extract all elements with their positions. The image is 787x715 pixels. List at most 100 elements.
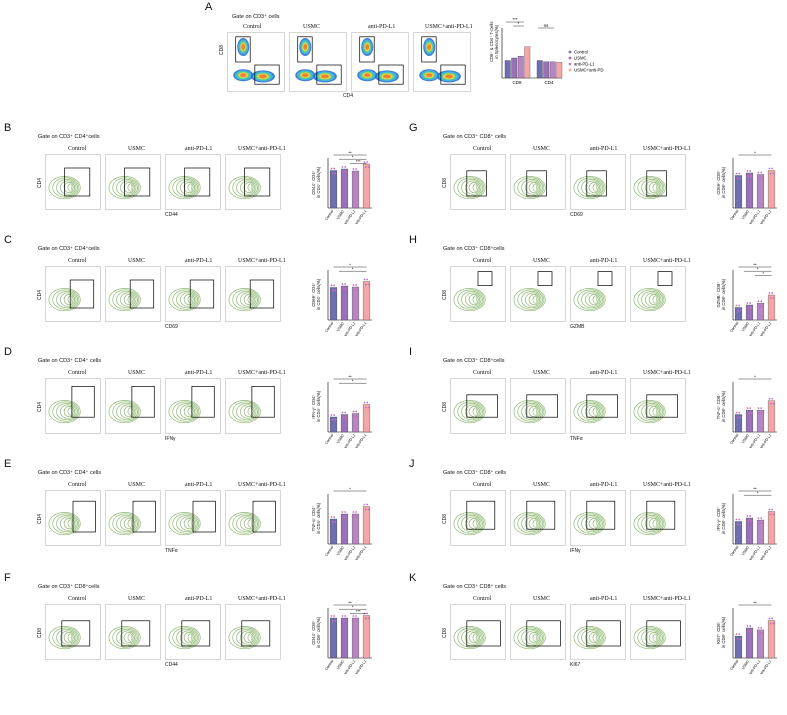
x-axis-label: CD69	[570, 212, 583, 218]
y-axis-label: CD8	[442, 177, 448, 188]
y-axis-label: CD4	[37, 401, 43, 412]
condition-label: USMC+anti-PD-L1	[238, 258, 286, 264]
data-point	[366, 503, 369, 506]
data-point	[345, 288, 348, 290]
data-point	[746, 407, 749, 410]
data-point	[768, 397, 771, 400]
tick-label: CD4	[544, 80, 553, 85]
panel-letter-j: J	[409, 458, 415, 470]
panel-letter-b: B	[4, 122, 12, 134]
condition-label: Control	[68, 370, 87, 376]
data-point	[341, 411, 344, 414]
x-axis-label: TNFα	[165, 548, 178, 554]
gate-label-g: Gate on CD3⁺ CD8⁺ cells	[443, 134, 506, 140]
data-point	[746, 515, 749, 517]
condition-label: USMC	[533, 482, 551, 488]
flow-plot-f	[165, 604, 221, 660]
data-point	[355, 410, 358, 413]
legend-label: USMC	[574, 56, 587, 61]
bar-anti-pd-l1	[351, 286, 360, 321]
bar	[511, 57, 518, 79]
panel-letter-f: F	[4, 572, 11, 584]
tick-label: USMC	[741, 545, 751, 556]
significance-label: *	[349, 262, 351, 267]
data-point	[353, 620, 356, 622]
bar-usmc	[340, 617, 349, 659]
data-point	[341, 283, 344, 285]
bar-y-axis-label: TNF-α⁺ CD4⁺ in CD4⁺ cells(%)	[311, 502, 321, 534]
data-point	[342, 416, 345, 419]
condition-label: anti-PD-L1	[590, 258, 618, 264]
condition-label: USMC+anti-PD-L1	[425, 24, 473, 30]
data-point	[758, 412, 761, 415]
data-point	[364, 617, 367, 620]
data-point	[366, 612, 369, 615]
flow-plot-c	[105, 266, 161, 322]
significance-label: *	[352, 267, 354, 272]
bar-usmc	[340, 168, 349, 209]
flow-plot-h	[510, 266, 566, 322]
data-point	[356, 516, 359, 518]
x-axis-label: IFNγ	[570, 548, 581, 554]
data-point	[769, 622, 772, 625]
bar-control	[734, 414, 743, 433]
data-point	[768, 617, 771, 620]
bar-anti-pd-l1	[351, 617, 360, 659]
data-point	[738, 518, 741, 521]
significance-label: **	[753, 486, 757, 491]
data-point	[749, 515, 752, 517]
condition-label: Control	[473, 258, 492, 264]
data-point	[739, 638, 742, 641]
data-point	[345, 620, 348, 622]
bar-usmc-anti-pd-l1	[767, 170, 776, 209]
x-axis-label: CD44	[165, 212, 178, 218]
data-point	[330, 414, 333, 416]
data-point	[353, 516, 356, 518]
bar-y-axis-label: CD8⁺ & CD4⁺ T-Cells in Splenocytes(%)	[489, 21, 499, 62]
flow-plot-b	[45, 154, 101, 210]
data-point	[736, 309, 739, 312]
data-point	[757, 626, 760, 629]
bar	[517, 55, 524, 79]
flow-plot-j	[570, 490, 626, 546]
legend-label: anti-PD-L1	[574, 62, 595, 67]
data-point	[768, 167, 771, 170]
gate-label-h: Gate on CD3⁺ CD8⁺cells	[443, 246, 505, 252]
data-point	[356, 620, 359, 622]
tick-label: Control	[324, 433, 334, 445]
data-point	[331, 172, 334, 175]
data-point	[746, 625, 749, 627]
condition-label: Control	[473, 370, 492, 376]
data-point	[363, 161, 366, 163]
significance-label: **	[753, 262, 757, 267]
bar-usmc-anti-pd-l1	[362, 404, 371, 433]
y-axis-label: CD4	[37, 513, 43, 524]
bar-chart-f: Control USMCanti-PD-L1USMC+anti-PD-L1****…	[324, 600, 372, 674]
significance-label: **	[348, 150, 352, 155]
gate-label-a: Gate on CD3⁺ cells	[232, 14, 280, 20]
data-point	[761, 412, 764, 415]
bar-y-axis-label: CD44⁺ CD8⁺ in CD8⁺ cells(%)	[311, 616, 321, 648]
flow-plot-h	[450, 266, 506, 322]
bar-y-axis-label: CD44⁺ CD4⁺ in CD4⁺ cells(%)	[311, 166, 321, 198]
data-point	[739, 523, 742, 526]
data-point	[334, 521, 337, 523]
gate-label-k: Gate on CD3⁺ CD8⁺ cells	[443, 584, 506, 590]
data-point	[771, 292, 774, 294]
condition-label: USMC	[303, 24, 321, 30]
significance-label: *	[352, 605, 354, 610]
bar-anti-pd-l1	[351, 170, 360, 209]
flow-plot-c	[45, 266, 101, 322]
condition-label: USMC+anti-PD-L1	[643, 258, 691, 264]
flow-plot-e	[165, 490, 221, 546]
significance-label: ***	[512, 18, 518, 22]
tick-label: Control	[324, 209, 334, 221]
data-point	[750, 630, 753, 632]
x-axis-label: CD69	[165, 324, 178, 330]
bar	[543, 61, 550, 79]
data-point	[342, 516, 345, 518]
bar-usmc	[745, 627, 754, 659]
bar-anti-pd-l1	[756, 629, 765, 659]
data-point	[331, 521, 334, 523]
